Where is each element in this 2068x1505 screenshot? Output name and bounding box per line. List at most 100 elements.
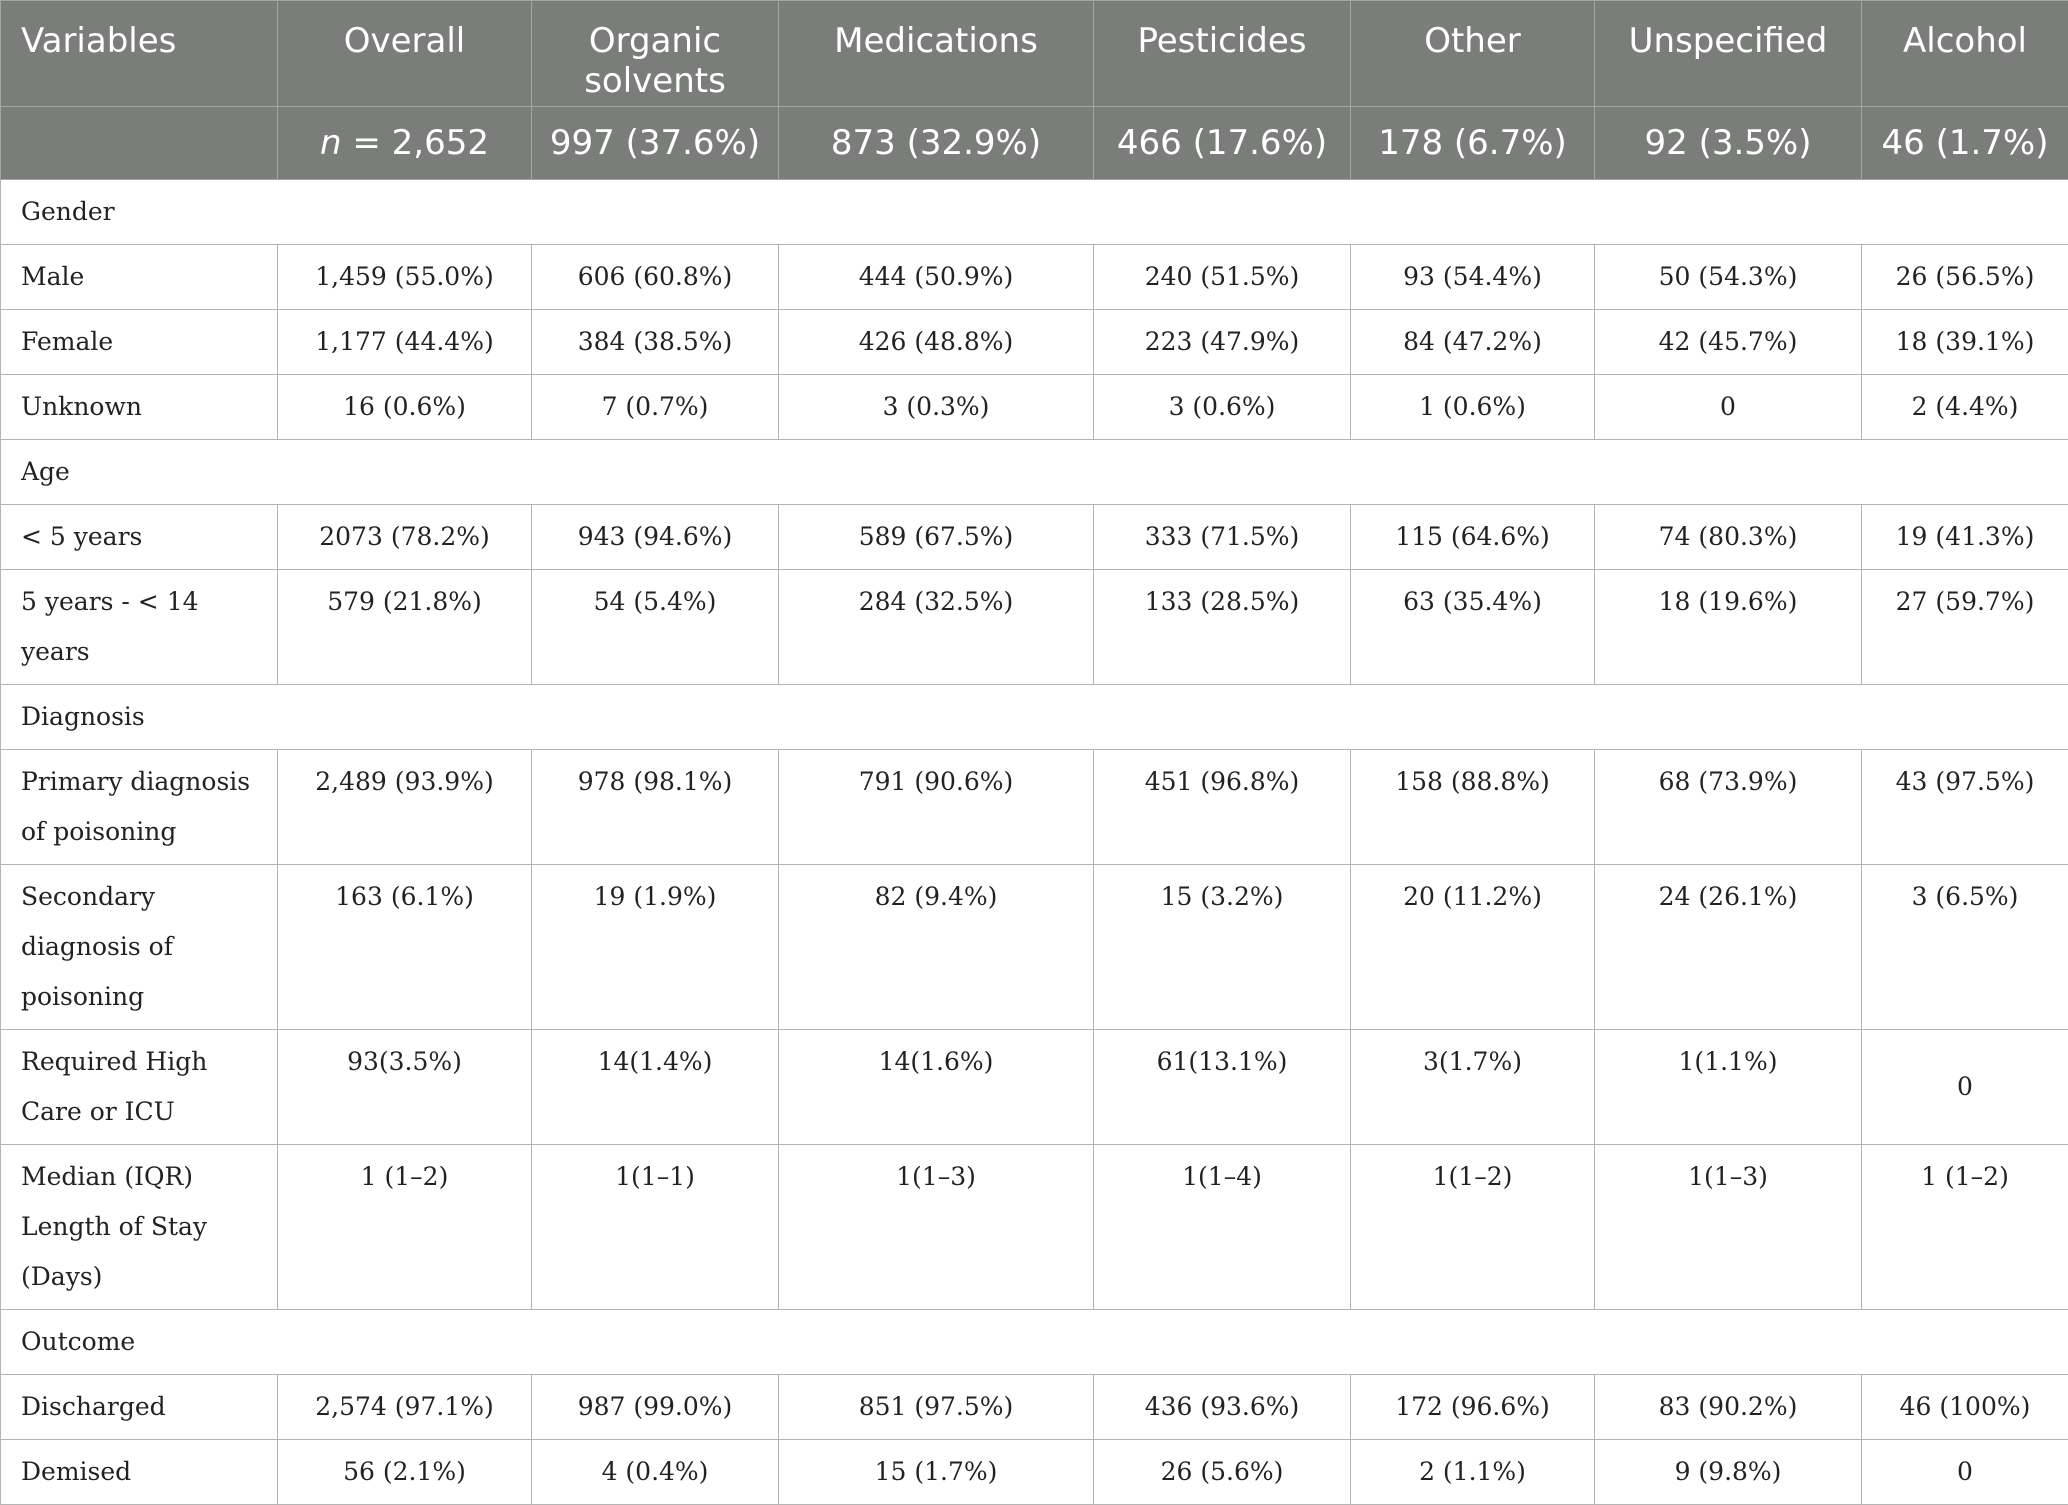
cell-other: 1(1–2): [1351, 1145, 1595, 1310]
row-label: Median (IQR) Length of Stay (Days): [1, 1145, 278, 1310]
n-symbol: n: [320, 123, 342, 163]
row-label: Discharged: [1, 1375, 278, 1440]
cell-pesticides: 436 (93.6%): [1094, 1375, 1351, 1440]
cell-unspecified: 68 (73.9%): [1595, 750, 1862, 865]
section-row-gender: Gender: [1, 180, 2068, 245]
cell-alcohol: 27 (59.7%): [1862, 570, 2068, 685]
cell-medications: 3 (0.3%): [779, 375, 1094, 440]
count-organic-solvents: 997 (37.6%): [532, 107, 779, 180]
row-label: < 5 years: [1, 505, 278, 570]
cell-other: 172 (96.6%): [1351, 1375, 1595, 1440]
section-label-diagnosis: Diagnosis: [1, 685, 2068, 750]
count-pesticides: 466 (17.6%): [1094, 107, 1351, 180]
column-header-medications: Medications: [779, 1, 1094, 107]
cell-medications: 426 (48.8%): [779, 310, 1094, 375]
header-row-counts: n = 2,652 997 (37.6%) 873 (32.9%) 466 (1…: [1, 107, 2068, 180]
cell-overall: 163 (6.1%): [278, 865, 532, 1030]
cell-unspecified: 18 (19.6%): [1595, 570, 1862, 685]
cell-pesticides: 26 (5.6%): [1094, 1440, 1351, 1505]
cell-organic-solvents: 54 (5.4%): [532, 570, 779, 685]
cell-alcohol: 26 (56.5%): [1862, 245, 2068, 310]
cell-medications: 791 (90.6%): [779, 750, 1094, 865]
cell-other: 115 (64.6%): [1351, 505, 1595, 570]
cell-medications: 284 (32.5%): [779, 570, 1094, 685]
cell-overall: 93(3.5%): [278, 1030, 532, 1145]
cell-organic-solvents: 4 (0.4%): [532, 1440, 779, 1505]
cell-unspecified: 0: [1595, 375, 1862, 440]
cell-pesticides: 15 (3.2%): [1094, 865, 1351, 1030]
row-label: Demised: [1, 1440, 278, 1505]
cell-pesticides: 240 (51.5%): [1094, 245, 1351, 310]
cell-alcohol: 0: [1862, 1440, 2068, 1505]
counts-header-blank: [1, 107, 278, 180]
cell-medications: 82 (9.4%): [779, 865, 1094, 1030]
cell-overall: 56 (2.1%): [278, 1440, 532, 1505]
column-header-organic-solvents: Organic solvents: [532, 1, 779, 107]
count-medications: 873 (32.9%): [779, 107, 1094, 180]
cell-medications: 589 (67.5%): [779, 505, 1094, 570]
cell-organic-solvents: 19 (1.9%): [532, 865, 779, 1030]
cell-pesticides: 451 (96.8%): [1094, 750, 1351, 865]
cell-unspecified: 74 (80.3%): [1595, 505, 1862, 570]
section-row-age: Age: [1, 440, 2068, 505]
cell-overall: 16 (0.6%): [278, 375, 532, 440]
table-header: Variables Overall Organic solvents Medic…: [1, 1, 2068, 180]
cell-overall: 2073 (78.2%): [278, 505, 532, 570]
section-label-outcome: Outcome: [1, 1310, 2068, 1375]
cell-unspecified: 1(1–3): [1595, 1145, 1862, 1310]
cell-alcohol: 46 (100%): [1862, 1375, 2068, 1440]
cell-overall: 1 (1–2): [278, 1145, 532, 1310]
section-row-diagnosis: Diagnosis: [1, 685, 2068, 750]
row-label: Secondary diagnosis of poisoning: [1, 865, 278, 1030]
header-row-categories: Variables Overall Organic solvents Medic…: [1, 1, 2068, 107]
cell-alcohol: 43 (97.5%): [1862, 750, 2068, 865]
cell-unspecified: 83 (90.2%): [1595, 1375, 1862, 1440]
count-overall-value: = 2,652: [342, 123, 489, 163]
cell-medications: 444 (50.9%): [779, 245, 1094, 310]
cell-organic-solvents: 384 (38.5%): [532, 310, 779, 375]
row-label: Female: [1, 310, 278, 375]
cell-other: 2 (1.1%): [1351, 1440, 1595, 1505]
cell-medications: 1(1–3): [779, 1145, 1094, 1310]
cell-pesticides: 3 (0.6%): [1094, 375, 1351, 440]
cell-organic-solvents: 978 (98.1%): [532, 750, 779, 865]
cell-organic-solvents: 1(1–1): [532, 1145, 779, 1310]
cell-organic-solvents: 14(1.4%): [532, 1030, 779, 1145]
cell-other: 158 (88.8%): [1351, 750, 1595, 865]
cell-overall: 2,574 (97.1%): [278, 1375, 532, 1440]
row-label: 5 years - < 14 years: [1, 570, 278, 685]
cell-other: 63 (35.4%): [1351, 570, 1595, 685]
cell-alcohol: 2 (4.4%): [1862, 375, 2068, 440]
cell-alcohol: 1 (1–2): [1862, 1145, 2068, 1310]
cell-other: 1 (0.6%): [1351, 375, 1595, 440]
cell-organic-solvents: 7 (0.7%): [532, 375, 779, 440]
row-label: Required High Care or ICU: [1, 1030, 278, 1145]
cell-other: 20 (11.2%): [1351, 865, 1595, 1030]
cell-medications: 14(1.6%): [779, 1030, 1094, 1145]
cell-unspecified: 42 (45.7%): [1595, 310, 1862, 375]
cell-pesticides: 223 (47.9%): [1094, 310, 1351, 375]
cell-organic-solvents: 943 (94.6%): [532, 505, 779, 570]
cell-alcohol: 3 (6.5%): [1862, 865, 2068, 1030]
cell-organic-solvents: 987 (99.0%): [532, 1375, 779, 1440]
cell-overall: 1,459 (55.0%): [278, 245, 532, 310]
cell-other: 84 (47.2%): [1351, 310, 1595, 375]
cell-overall: 2,489 (93.9%): [278, 750, 532, 865]
cell-unspecified: 50 (54.3%): [1595, 245, 1862, 310]
cell-organic-solvents: 606 (60.8%): [532, 245, 779, 310]
section-label-gender: Gender: [1, 180, 2068, 245]
column-header-other: Other: [1351, 1, 1595, 107]
cell-pesticides: 61(13.1%): [1094, 1030, 1351, 1145]
row-label: Unknown: [1, 375, 278, 440]
cell-other: 93 (54.4%): [1351, 245, 1595, 310]
